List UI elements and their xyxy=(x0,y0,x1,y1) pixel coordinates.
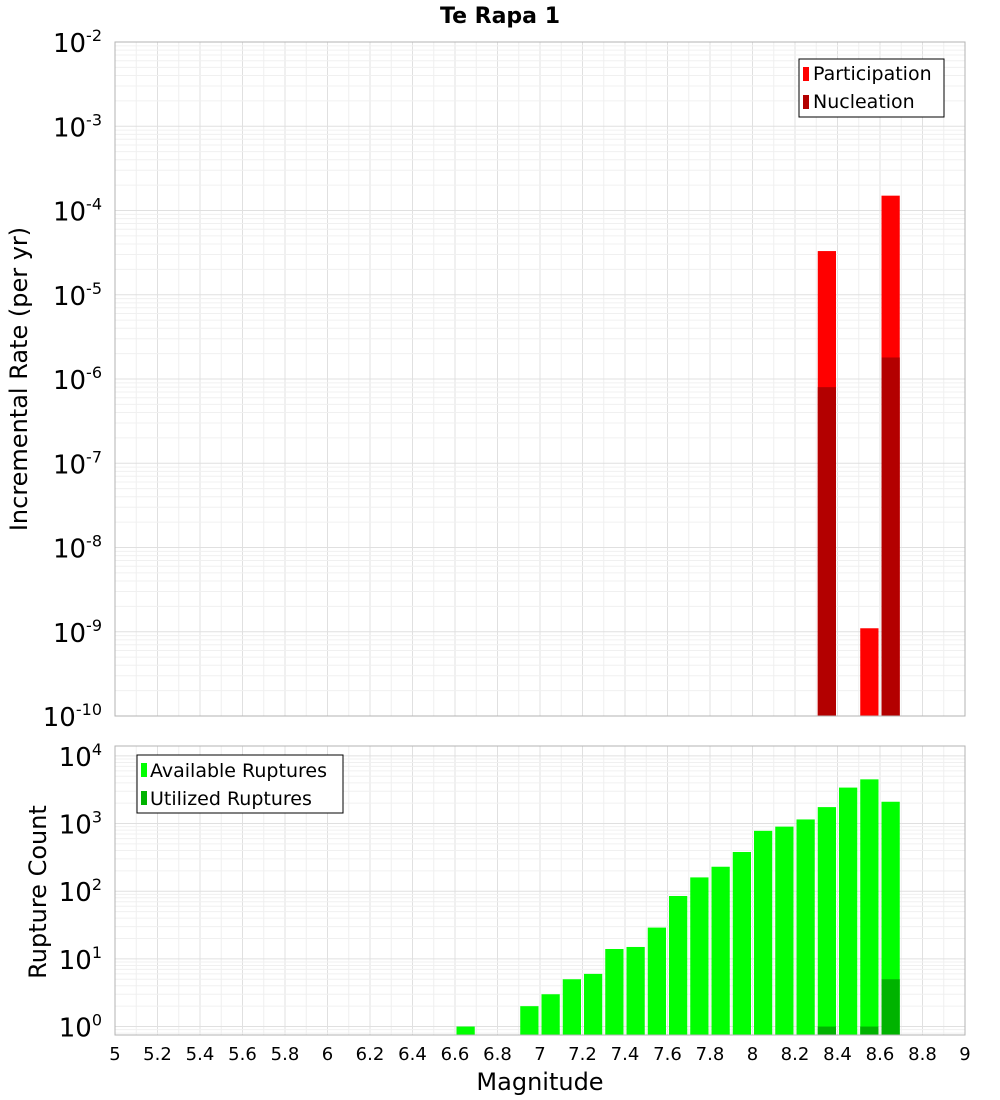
bar-available-7.25 xyxy=(584,973,603,1035)
rate-plot-bars xyxy=(817,195,900,717)
bar-available-8.15 xyxy=(775,826,794,1035)
x-tick-label: 7.4 xyxy=(611,1044,640,1065)
x-tick-label: 7.8 xyxy=(696,1044,725,1065)
rate-y-axis-label: Incremental Rate (per yr) xyxy=(5,227,33,531)
bar-available-6.65 xyxy=(456,1026,475,1035)
bar-available-7.95 xyxy=(732,851,751,1035)
rate-plot: 10-10 10-9 10-8 10-7 10-6 10-5 10-4 10-3 10-2 In… xyxy=(5,26,966,733)
x-tick-label: 7 xyxy=(534,1044,545,1065)
y-tick-label: 10-8 xyxy=(53,532,102,565)
bar-available-7.05 xyxy=(541,994,560,1035)
count-plot-bars xyxy=(456,779,900,1035)
bar-available-8.65 xyxy=(881,801,900,1035)
y-tick-label: 10-7 xyxy=(53,447,102,480)
legend-label-nucleation: Nucleation xyxy=(813,91,915,113)
bar-utilized-8.65 xyxy=(881,979,900,1035)
bar-available-8.05 xyxy=(754,830,773,1035)
x-tick-label: 9 xyxy=(959,1044,970,1065)
y-tick-label: 10-6 xyxy=(53,363,102,396)
bar-available-8.25 xyxy=(796,819,815,1035)
x-tick-label: 5.4 xyxy=(186,1044,215,1065)
count-plot: 100 101 102 103 104 5 5.2 5.4 5.6 5.8 6 6.2 6.4 6.6 6… xyxy=(24,740,971,1096)
x-tick-label: 5.6 xyxy=(228,1044,257,1065)
bar-nucleation-8.35 xyxy=(817,387,836,716)
x-tick-label: 5.2 xyxy=(143,1044,172,1065)
y-tick-label: 10-2 xyxy=(53,26,102,59)
rate-plot-frame xyxy=(114,41,966,717)
count-plot-xticks: 5 5.2 5.4 5.6 5.8 6 6.2 6.4 6.6 6.8 7 7.2 7.4 7.6 7.8 8… xyxy=(109,1044,970,1065)
bar-available-7.75 xyxy=(690,877,709,1035)
bar-nucleation-8.65 xyxy=(881,357,900,716)
count-legend-box xyxy=(136,754,344,814)
x-tick-label: 8.6 xyxy=(866,1044,895,1065)
count-legend: Available Ruptures Utilized Ruptures xyxy=(136,754,344,814)
x-tick-label: 6 xyxy=(322,1044,333,1065)
legend-swatch-participation xyxy=(803,67,809,81)
x-tick-label: 7.2 xyxy=(568,1044,597,1065)
x-axis-label: Magnitude xyxy=(476,1068,603,1096)
bar-available-7.45 xyxy=(626,946,645,1035)
y-tick-label: 104 xyxy=(59,740,102,773)
chart-title: Te Rapa 1 xyxy=(440,4,560,29)
bar-available-8.55 xyxy=(860,779,879,1035)
x-tick-label: 7.6 xyxy=(653,1044,682,1065)
bar-available-7.65 xyxy=(669,895,688,1035)
count-y-axis-label: Rupture Count xyxy=(24,805,52,979)
bar-available-6.95 xyxy=(520,1006,539,1035)
y-tick-label: 100 xyxy=(59,1011,102,1044)
x-tick-label: 8 xyxy=(747,1044,758,1065)
bar-participation-8.55 xyxy=(860,628,879,716)
bar-utilized-8.55 xyxy=(860,1026,879,1035)
y-tick-label: 103 xyxy=(59,808,102,841)
y-tick-label: 10-9 xyxy=(53,616,102,649)
y-tick-label: 10-10 xyxy=(43,700,102,733)
bar-available-7.15 xyxy=(562,979,581,1035)
legend-swatch-nucleation xyxy=(803,95,809,109)
rate-plot-yticks: 10-10 10-9 10-8 10-7 10-6 10-5 10-4 10-3 10-2 xyxy=(43,26,102,733)
count-plot-frame xyxy=(114,745,966,1036)
rate-legend-box xyxy=(798,58,945,118)
x-tick-label: 6.2 xyxy=(356,1044,385,1065)
x-tick-label: 8.2 xyxy=(781,1044,810,1065)
y-tick-label: 102 xyxy=(59,875,102,908)
legend-label-available: Available Ruptures xyxy=(150,760,327,782)
legend-label-utilized: Utilized Ruptures xyxy=(150,788,312,810)
x-tick-label: 5.8 xyxy=(271,1044,300,1065)
x-tick-label: 8.4 xyxy=(823,1044,852,1065)
count-plot-yticks: 100 101 102 103 104 xyxy=(59,740,102,1044)
bar-available-8.45 xyxy=(839,787,858,1035)
x-tick-label: 6.8 xyxy=(483,1044,512,1065)
bar-available-7.55 xyxy=(647,927,666,1035)
x-tick-label: 5 xyxy=(109,1044,120,1065)
bar-available-8.35 xyxy=(817,807,836,1035)
legend-swatch-utilized xyxy=(141,791,147,805)
legend-swatch-available xyxy=(141,763,147,777)
y-tick-label: 10-5 xyxy=(53,279,102,312)
x-tick-label: 8.8 xyxy=(908,1044,937,1065)
y-tick-label: 10-3 xyxy=(53,110,102,143)
x-tick-label: 6.6 xyxy=(441,1044,470,1065)
bar-utilized-8.35 xyxy=(817,1026,836,1035)
bar-available-7.85 xyxy=(711,866,730,1035)
x-tick-label: 6.4 xyxy=(398,1044,427,1065)
rate-plot-grid xyxy=(114,42,966,717)
y-tick-label: 10-4 xyxy=(53,195,102,228)
bar-available-7.35 xyxy=(605,948,624,1035)
rate-legend: Participation Nucleation xyxy=(798,58,945,118)
legend-label-participation: Participation xyxy=(813,63,932,85)
y-tick-label: 101 xyxy=(59,943,102,976)
